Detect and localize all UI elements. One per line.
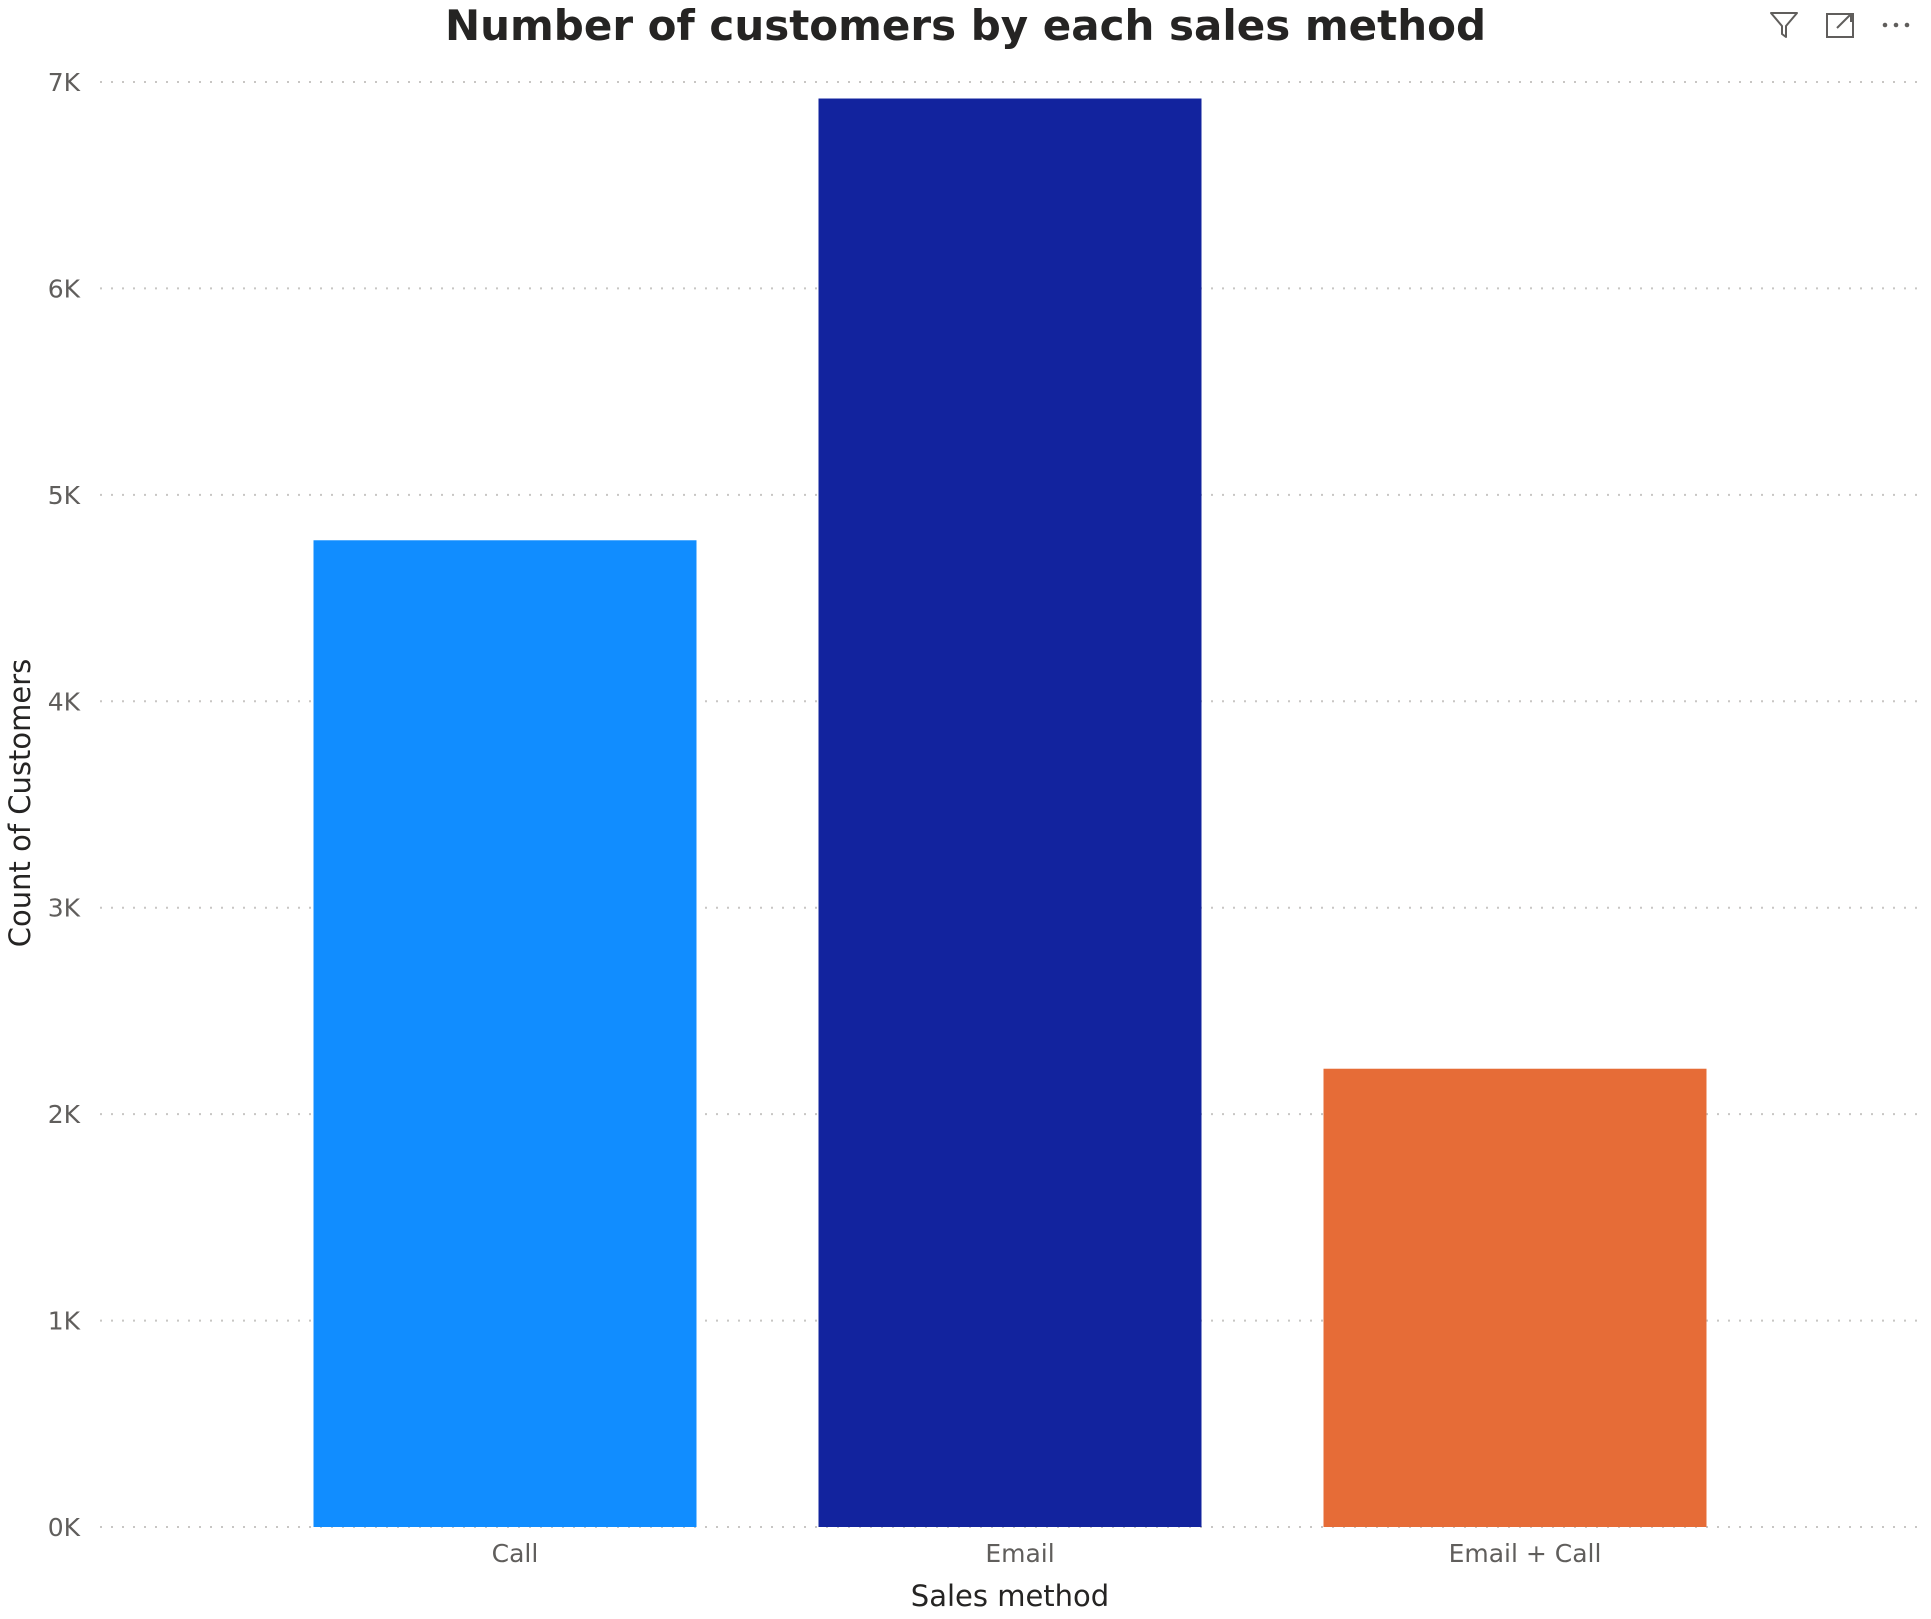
bar-email-call[interactable] (1323, 1068, 1707, 1527)
y-tick-label: 3K (48, 894, 81, 923)
y-tick-label: 0K (48, 1513, 81, 1542)
x-tick-label: Email (985, 1539, 1054, 1568)
y-tick-label: 7K (48, 68, 81, 97)
y-tick-label: 6K (48, 274, 81, 303)
x-tick-label: Email + Call (1449, 1539, 1602, 1568)
focus-mode-icon[interactable] (1823, 8, 1857, 42)
chart-title: Number of customers by each sales method (444, 1, 1487, 50)
y-tick-label: 5K (48, 481, 81, 510)
y-tick-label: 4K (48, 687, 81, 716)
x-tick-label: Call (492, 1539, 539, 1568)
filter-icon[interactable] (1767, 8, 1801, 42)
y-axis-ticks: 0K 1K 2K 3K 4K 5K 6K 7K (48, 68, 81, 1542)
bar-call[interactable] (313, 540, 697, 1527)
y-tick-label: 2K (48, 1100, 81, 1129)
visual-header-icons (1767, 8, 1913, 42)
bar-email[interactable] (818, 98, 1202, 1527)
more-options-icon[interactable] (1879, 8, 1913, 42)
x-axis-ticks: Call Email Email + Call (492, 1539, 1602, 1568)
x-axis-title: Sales method (911, 1579, 1109, 1613)
bars (313, 98, 1707, 1527)
y-axis-title: Count of Customers (3, 659, 37, 948)
y-tick-label: 1K (48, 1307, 81, 1336)
